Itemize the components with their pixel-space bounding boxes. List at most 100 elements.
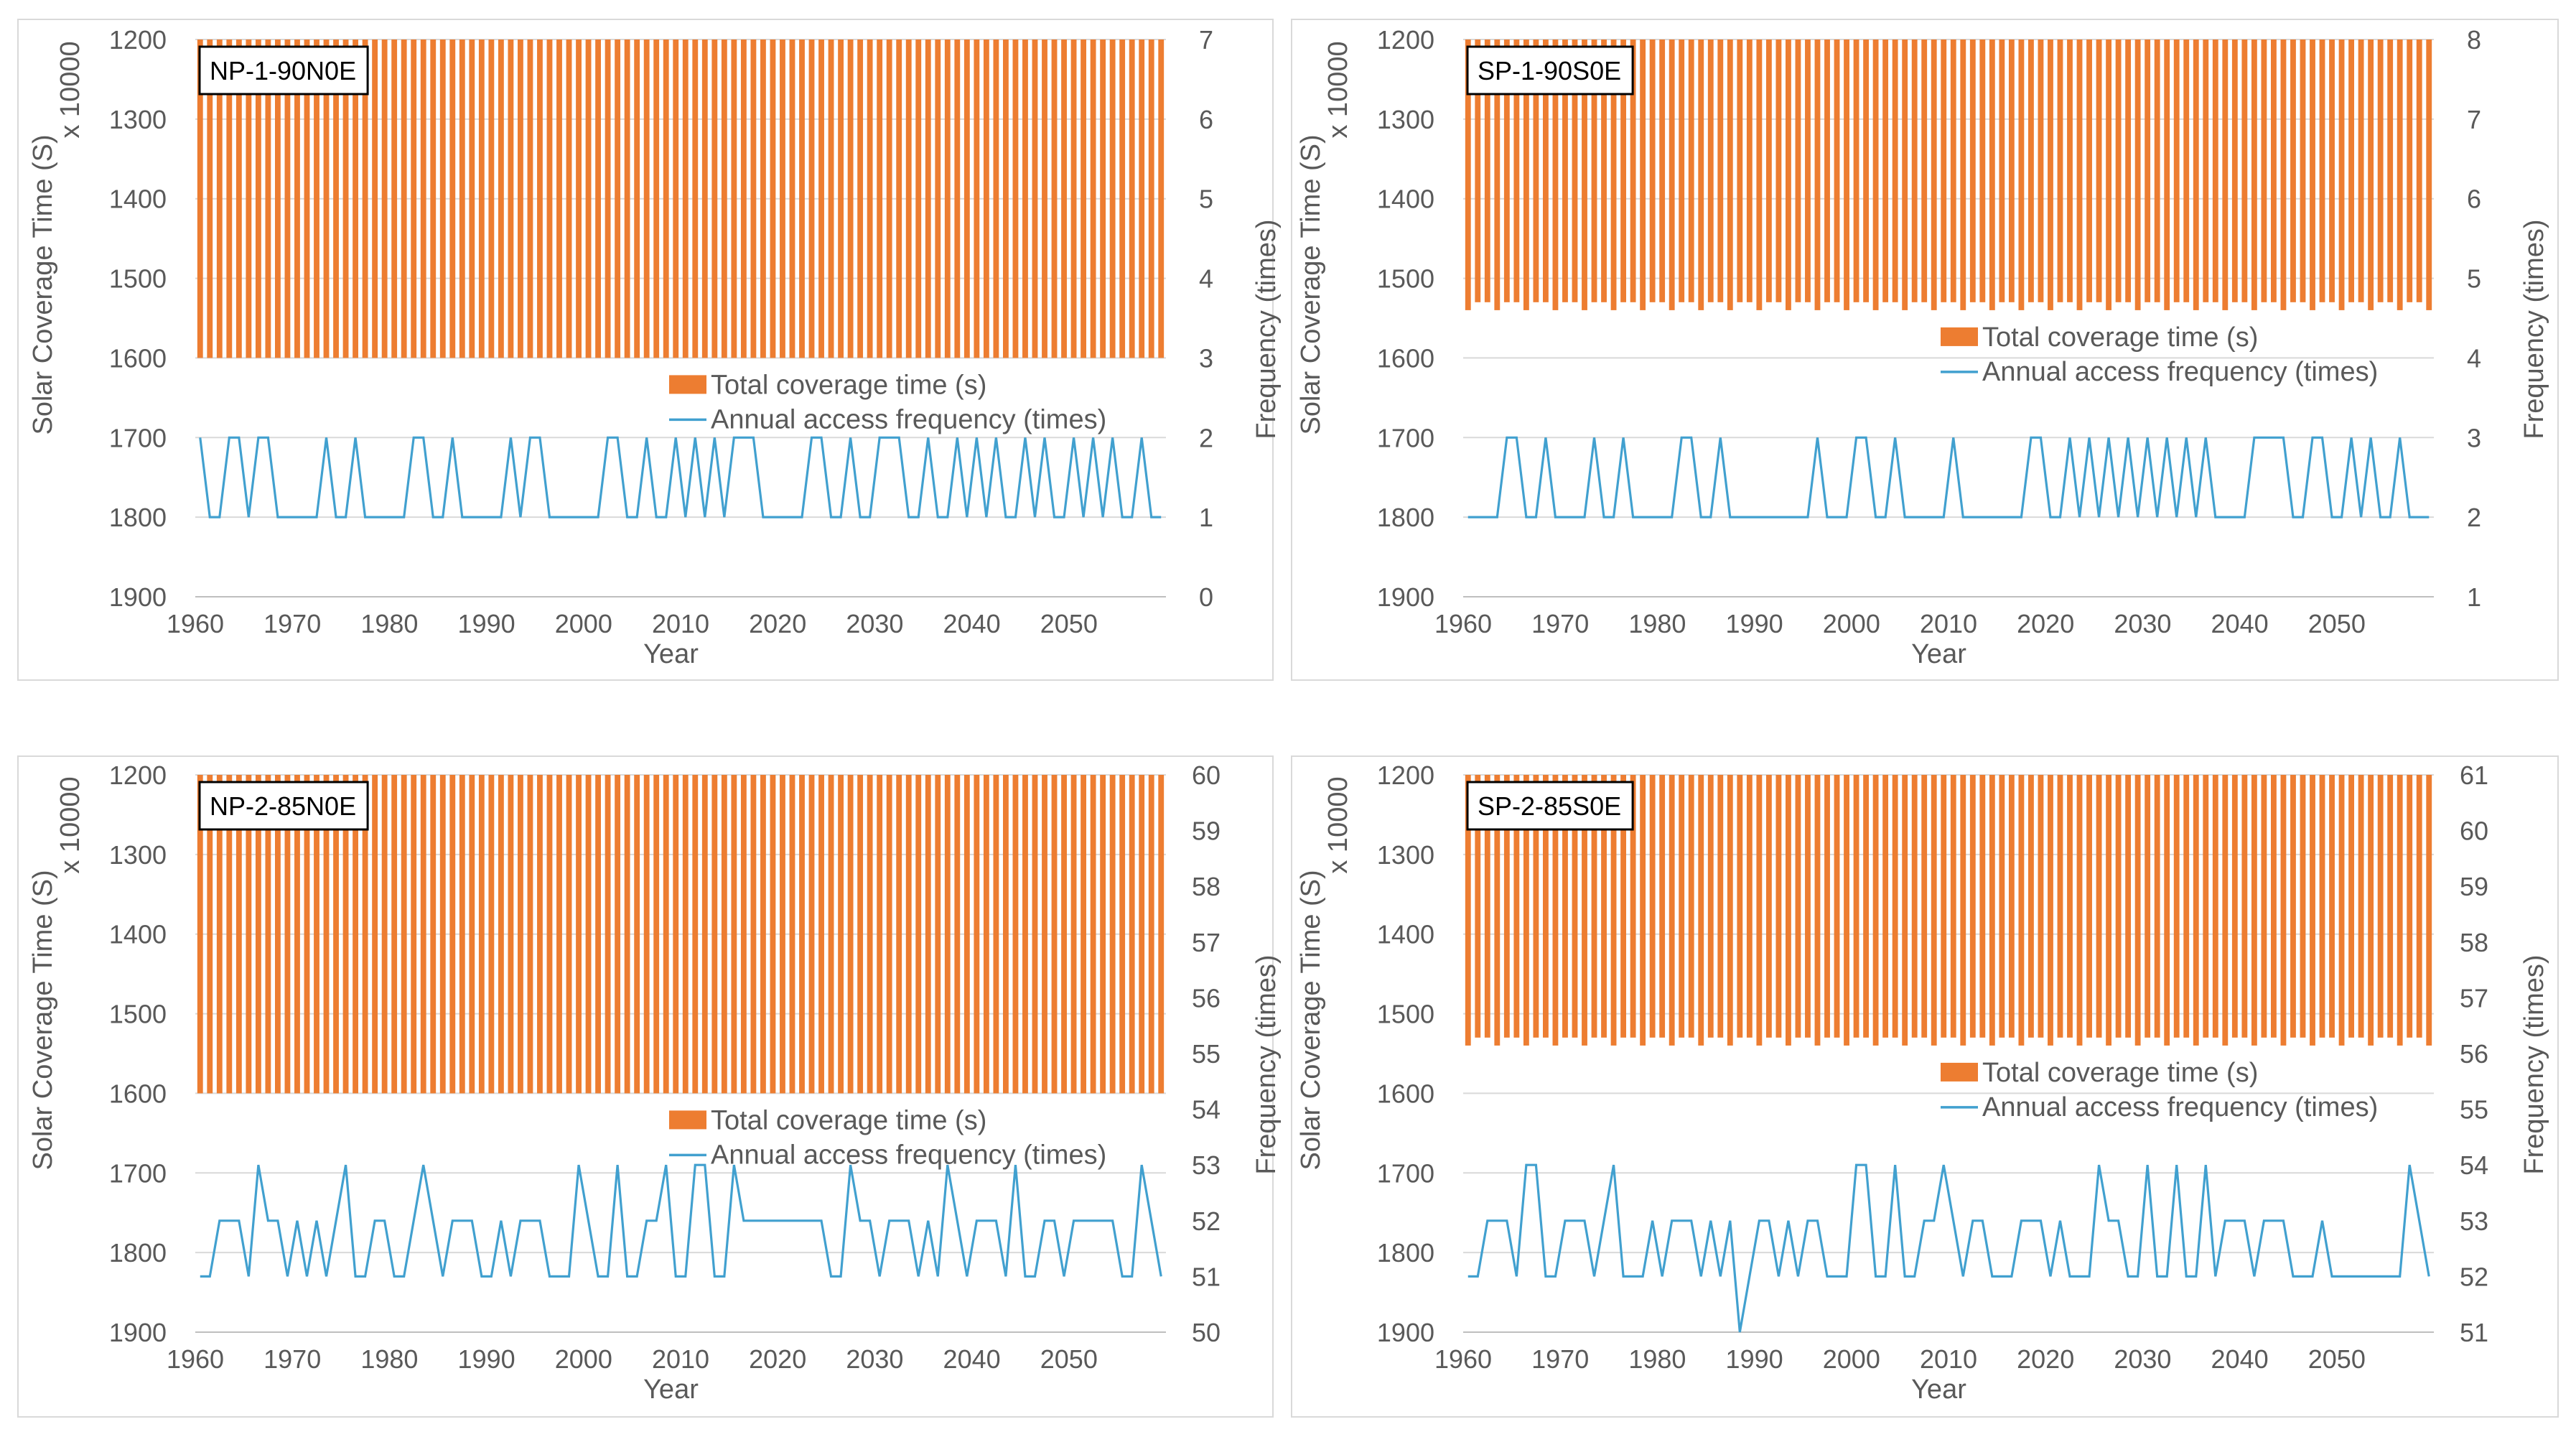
chart-title-box	[198, 781, 369, 831]
bar-2023	[2076, 775, 2083, 1046]
bar-2049	[1061, 775, 1067, 1094]
bar-2021	[789, 39, 795, 358]
x-tick-label: 2030	[2114, 1344, 2171, 1374]
bar-1990	[1756, 39, 1763, 310]
bar-2043	[2270, 775, 2277, 1038]
bar-1960	[197, 39, 203, 358]
bar-2040	[2241, 39, 2248, 302]
bar-1974	[1601, 775, 1607, 1038]
y-tick-label: 1300	[1377, 840, 1434, 870]
y-tick-label: 1700	[1377, 423, 1434, 452]
bar-2022	[2067, 775, 2073, 1038]
bar-2004	[624, 775, 630, 1094]
y2-tick-label: 5	[1199, 185, 1213, 214]
bar-1988	[469, 39, 475, 358]
y2-tick-label: 57	[1192, 928, 1221, 957]
bar-2011	[692, 39, 699, 358]
y-axis-title: Solar Coverage Time (S)	[1296, 870, 1326, 1170]
bar-2045	[1022, 775, 1028, 1094]
line-series-access-frequency	[1467, 1163, 2430, 1333]
bar-1985	[1707, 39, 1714, 302]
bar-1965	[246, 39, 252, 358]
y2-axis-title: Frequency (times)	[1251, 219, 1282, 439]
bar-1972	[314, 775, 319, 1094]
y-tick-label: 1400	[109, 185, 167, 214]
y-tick-label: 1400	[1377, 185, 1434, 214]
bar-1993	[517, 39, 523, 358]
bar-1992	[1775, 775, 1782, 1038]
bar-1978	[1640, 775, 1646, 1046]
bar-1960	[197, 775, 203, 1094]
bar-2049	[1061, 39, 1067, 358]
bar-2033	[905, 39, 912, 358]
bar-2059	[2426, 775, 2432, 1046]
bar-2048	[2319, 775, 2325, 1038]
bar-2030	[2145, 775, 2151, 1038]
bar-2026	[2106, 775, 2112, 1046]
bar-1981	[401, 39, 407, 358]
y-tick-label: 1400	[109, 920, 167, 949]
bar-2058	[2416, 775, 2422, 1038]
legend-label-line: Annual access frequency (times)	[711, 1140, 1106, 1170]
bar-1989	[1746, 775, 1753, 1038]
x-tick-label: 1970	[1531, 609, 1589, 638]
y2-tick-label: 61	[2460, 761, 2488, 790]
bar-2038	[2222, 39, 2229, 310]
bar-2050	[2338, 775, 2345, 1046]
y2-axis-title: Frequency (times)	[1251, 954, 1282, 1174]
chart-title: SP-1-90S0E	[1478, 56, 1621, 85]
y-axis-multiplier: x 10000	[55, 776, 85, 873]
bar-2006	[1911, 39, 1918, 302]
bar-2035	[2193, 39, 2199, 310]
bar-2027	[847, 39, 854, 358]
x-tick-label: 2000	[555, 1344, 612, 1374]
y2-tick-label: 52	[1192, 1206, 1221, 1236]
y2-tick-label: 8	[2467, 25, 2481, 55]
bar-2003	[615, 775, 621, 1094]
bar-1985	[1707, 775, 1714, 1038]
y2-tick-label: 5	[2467, 264, 2481, 294]
bar-1976	[1620, 39, 1627, 302]
bar-2042	[2261, 775, 2267, 1038]
bar-1974	[1601, 39, 1607, 302]
bar-1967	[1533, 39, 1539, 302]
bar-1997	[556, 39, 562, 358]
bar-1964	[1503, 39, 1510, 302]
bar-2041	[2251, 39, 2257, 310]
x-axis-title: Year	[1911, 1375, 1966, 1405]
bar-2030	[877, 775, 883, 1094]
y2-tick-label: 60	[2460, 817, 2488, 846]
y2-tick-label: 54	[2460, 1150, 2488, 1180]
bar-1982	[1679, 39, 1685, 302]
y2-tick-label: 6	[1199, 105, 1213, 134]
bar-2013	[711, 775, 718, 1094]
x-tick-label: 1990	[1726, 1344, 1783, 1374]
bar-1987	[459, 39, 465, 358]
bar-1972	[1582, 39, 1587, 310]
bar-2032	[2164, 39, 2170, 310]
bar-1981	[401, 775, 407, 1094]
bar-1991	[1765, 39, 1772, 302]
x-tick-label: 2040	[2211, 609, 2269, 638]
bar-2007	[1921, 39, 1928, 302]
bar-2001	[1863, 775, 1870, 1038]
bar-2016	[740, 39, 747, 358]
x-tick-label: 2000	[555, 609, 612, 638]
bar-1963	[226, 39, 233, 358]
bar-2034	[2183, 775, 2190, 1038]
bar-2045	[1022, 39, 1028, 358]
bar-1988	[1737, 775, 1743, 1038]
chart-title: SP-2-85S0E	[1478, 791, 1621, 821]
y-tick-label: 1800	[109, 503, 167, 532]
bar-2026	[838, 39, 844, 358]
bar-1979	[1649, 775, 1656, 1038]
bar-1979	[381, 39, 388, 358]
bar-2001	[1863, 39, 1870, 302]
x-axis-title: Year	[1911, 639, 1966, 669]
bar-1989	[478, 775, 485, 1094]
bar-2010	[682, 39, 689, 358]
bar-2034	[915, 775, 922, 1094]
bar-1973	[323, 39, 330, 358]
bar-2045	[2290, 775, 2296, 1038]
